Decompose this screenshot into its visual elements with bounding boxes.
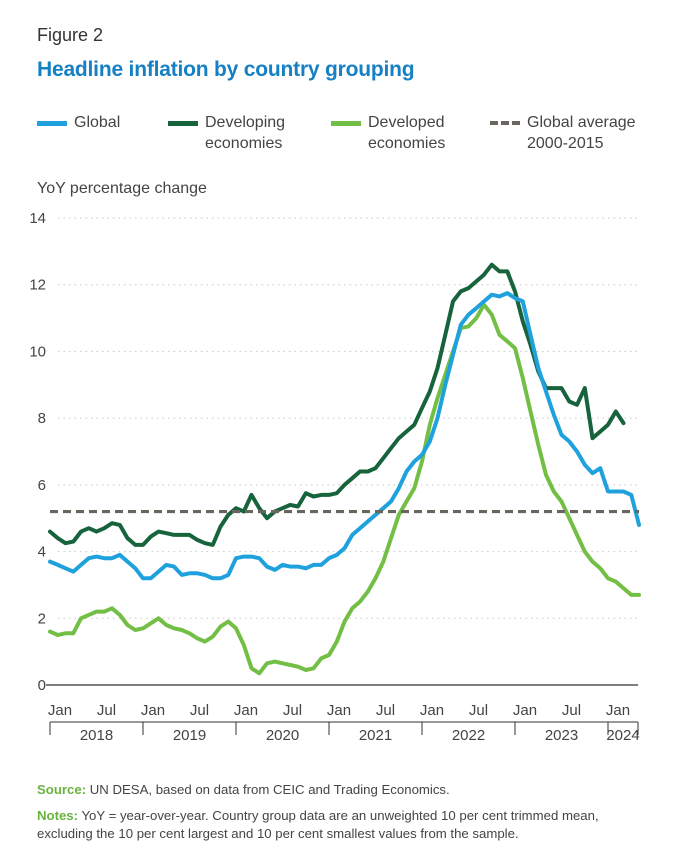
- y-tick-label-8: 8: [38, 410, 46, 427]
- y-tick-label-14: 14: [29, 210, 46, 227]
- x-tick-label-8: Jan: [420, 702, 444, 719]
- source-text: UN DESA, based on data from CEIC and Tra…: [86, 782, 450, 797]
- y-tick-label-10: 10: [29, 343, 46, 360]
- year-tick-label-2018: 2018: [80, 727, 113, 744]
- legend-label-average: Global average 2000-2015: [527, 114, 636, 152]
- notes-text: YoY = year-over-year. Country group data…: [37, 808, 599, 841]
- y-tick-label-4: 4: [38, 544, 46, 561]
- legend-item-global: Global: [37, 112, 120, 133]
- x-tick-label-11: Jul: [562, 702, 581, 719]
- legend-item-developing: Developing economies: [168, 112, 285, 154]
- series-line-global: [48, 291, 641, 581]
- legend-label-global: Global: [74, 114, 121, 131]
- x-tick-label-10: Jan: [513, 702, 537, 719]
- x-tick-label-7: Jul: [376, 702, 395, 719]
- legend-item-average: Global average 2000-2015: [490, 112, 636, 154]
- y-tick-label-0: 0: [38, 677, 46, 694]
- notes-label: Notes:: [37, 808, 79, 823]
- year-tick-label-2024: 2024: [606, 727, 639, 744]
- x-tick-label-12: Jan: [606, 702, 630, 719]
- year-tick-label-2021: 2021: [359, 727, 392, 744]
- source-note: Source: UN DESA, based on data from CEIC…: [37, 781, 657, 799]
- legend-label-developed: Developed economies: [368, 114, 446, 152]
- legend-swatch-global: [37, 121, 67, 126]
- x-tick-label-3: Jul: [190, 702, 209, 719]
- chart-title: Headline inflation by country grouping: [37, 58, 415, 81]
- x-tick-label-2: Jan: [141, 702, 165, 719]
- x-tick-label-6: Jan: [327, 702, 351, 719]
- figure-label: Figure 2: [37, 25, 104, 45]
- legend-swatch-developing: [168, 121, 198, 126]
- series-line-developed: [48, 302, 641, 676]
- year-tick-label-2020: 2020: [266, 727, 299, 744]
- legend-swatch-developed: [331, 121, 361, 126]
- year-tick-label-2022: 2022: [452, 727, 485, 744]
- y-tick-label-12: 12: [29, 277, 46, 294]
- legend-swatch-average: [490, 121, 520, 125]
- year-tick-label-2023: 2023: [545, 727, 578, 744]
- x-tick-label-9: Jul: [469, 702, 488, 719]
- x-tick-label-0: Jan: [48, 702, 72, 719]
- x-tick-label-5: Jul: [283, 702, 302, 719]
- x-tick-label-4: Jan: [234, 702, 258, 719]
- series-line-developing: [48, 262, 626, 547]
- legend-label-developing: Developing economies: [205, 114, 286, 152]
- legend-item-developed: Developed economies: [331, 112, 445, 154]
- notes: Notes: YoY = year-over-year. Country gro…: [37, 807, 657, 843]
- x-tick-label-1: Jul: [97, 702, 116, 719]
- chart-legend: Global Developing economies Developed ec…: [0, 112, 682, 162]
- source-label: Source:: [37, 782, 87, 797]
- y-tick-label-2: 2: [38, 610, 46, 627]
- y-tick-label-6: 6: [38, 477, 46, 494]
- line-chart: 0 2 4 6 8 10 12 14 Jan Jul Jan Jul Jan Jul Jan Jul Jan Ju…: [29, 210, 641, 744]
- y-axis-label: YoY percentage change: [37, 180, 207, 197]
- year-tick-label-2019: 2019: [173, 727, 206, 744]
